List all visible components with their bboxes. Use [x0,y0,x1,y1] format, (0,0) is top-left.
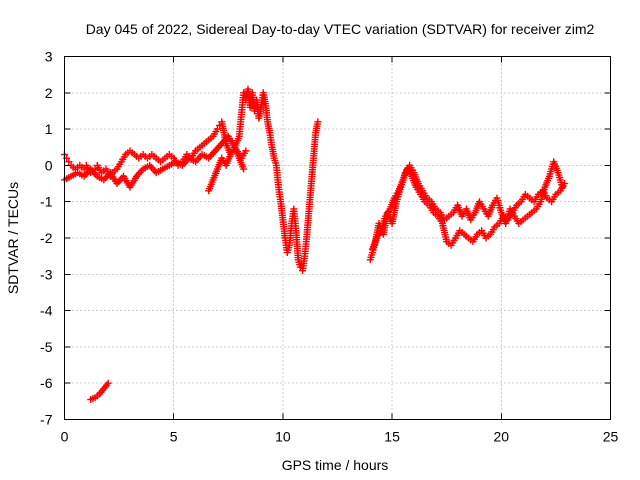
data-series-6 [368,165,569,253]
data-point [240,165,248,173]
y-tick-label: -2 [40,230,53,246]
x-tick-label: 15 [384,429,400,445]
y-axis-label: SDTVAR / TECUs [5,182,21,294]
data-point [80,165,88,173]
data-point [561,180,569,188]
x-tick-label: 10 [275,429,291,445]
y-tick-label: -5 [40,339,53,355]
grid-lines [64,56,611,420]
y-tick-label: -1 [40,194,53,210]
data-series-1 [87,379,112,404]
y-tick-label: 1 [45,121,53,137]
data-series-4 [205,143,248,195]
y-tick-label: 3 [45,49,53,65]
chart-title: Day 045 of 2022, Sidereal Day-to-day VTE… [86,21,595,37]
x-tick-label: 25 [603,429,619,445]
data-point [242,147,250,155]
x-axis-label: GPS time / hours [282,457,389,473]
data-point [104,379,112,387]
x-tick-label: 5 [170,429,178,445]
y-tick-label: -7 [40,412,53,428]
axis-ticks [64,56,611,420]
data-point [558,183,566,191]
data-point [314,118,322,126]
y-tick-label: -6 [40,375,53,391]
data-point [213,125,221,133]
x-tick-label: 0 [61,429,69,445]
data-series-2 [61,85,322,275]
data-point [65,158,73,166]
y-tick-label: 0 [45,157,53,173]
data-points [61,85,569,404]
y-tick-label: -3 [40,266,53,282]
x-tick-label: 20 [494,429,510,445]
y-tick-label: 2 [45,85,53,101]
y-tick-label: -4 [40,303,53,319]
